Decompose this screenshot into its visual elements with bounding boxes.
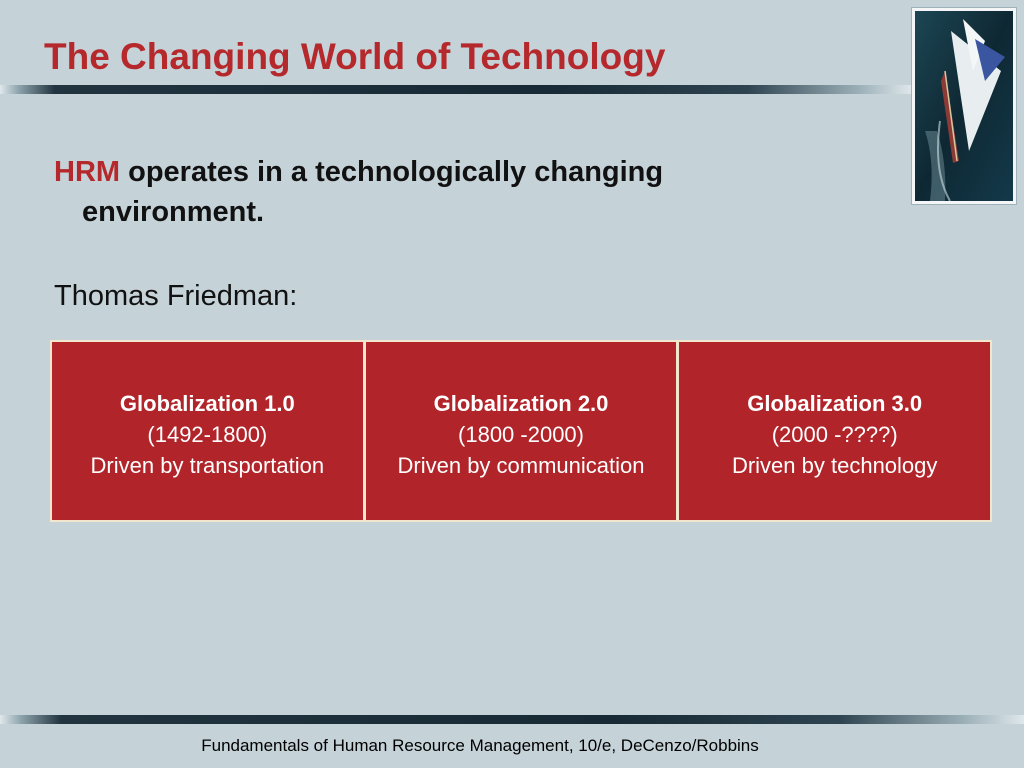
footer-divider [0,715,1024,724]
table-cell-globalization-3: Globalization 3.0 (2000 -????) Driven by… [676,342,990,520]
bullet-text: operates in a technologically changing [128,156,664,188]
footer-text: Fundamentals of Human Resource Managemen… [201,736,759,755]
globalization-table: Globalization 1.0 (1492-1800) Driven by … [50,340,992,522]
bullet-point: HRM operates in a technologically changi… [54,152,814,232]
table-cell-globalization-2: Globalization 2.0 (1800 -2000) Driven by… [362,342,677,520]
bullet-highlight: HRM [54,156,121,188]
cell-driver: Driven by transportation [90,453,325,478]
table-cell-globalization-1: Globalization 1.0 (1492-1800) Driven by … [52,342,363,520]
bullet-text-continued: environment. [82,196,265,228]
cell-heading: Globalization 2.0 [433,391,609,416]
cell-period: (1492-1800) [147,422,268,447]
slide-title: The Changing World of Technology [44,36,666,77]
cell-heading: Globalization 1.0 [119,391,295,416]
title-divider [0,85,912,94]
cell-heading: Globalization 3.0 [747,391,923,416]
subheading: Thomas Friedman: [54,280,298,312]
sailboat-photo [912,8,1016,204]
cell-driver: Driven by technology [731,453,938,478]
cell-driver: Driven by communication [397,453,645,478]
cell-period: (2000 -????) [771,422,898,447]
cell-period: (1800 -2000) [458,422,584,447]
